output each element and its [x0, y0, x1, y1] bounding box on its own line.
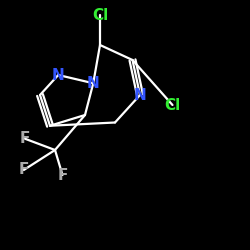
Text: N: N: [87, 76, 100, 91]
Text: F: F: [57, 168, 68, 182]
Text: F: F: [20, 131, 30, 146]
Text: Cl: Cl: [164, 98, 180, 112]
Text: Cl: Cl: [92, 8, 108, 22]
Text: F: F: [18, 162, 29, 178]
Text: N: N: [52, 68, 64, 82]
Text: N: N: [134, 88, 146, 102]
